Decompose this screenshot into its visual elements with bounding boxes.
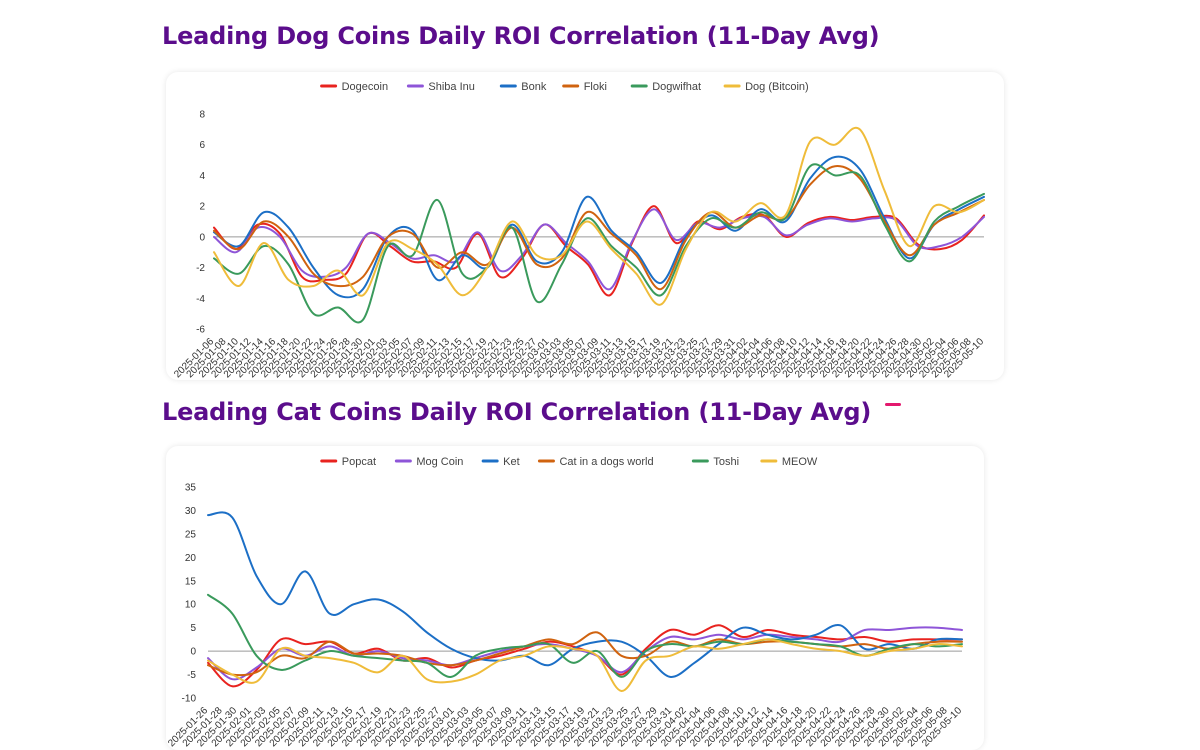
y-tick-label: 8 [199, 110, 205, 121]
legend-item[interactable]: MEOW [760, 456, 818, 468]
decorative-marker [885, 403, 901, 406]
y-tick-label: 0 [199, 232, 205, 243]
legend-item[interactable]: Popcat [320, 456, 376, 468]
y-tick-label: 5 [190, 623, 196, 634]
y-tick-label: 4 [199, 171, 205, 182]
legend-label: Bonk [521, 81, 547, 93]
cat-roi-chart: Popcat Mog Coin Ket Cat in a dogs world Tosh… [166, 456, 964, 749]
legend-label: Toshi [713, 456, 739, 468]
legend-item[interactable]: Bonk [499, 81, 547, 93]
legend-item[interactable]: Mog Coin [394, 456, 463, 468]
series-line [213, 208, 985, 291]
y-tick-label: 0 [190, 647, 196, 658]
y-tick-label: -2 [196, 263, 205, 274]
y-tick-label: 25 [185, 529, 197, 540]
legend-item[interactable]: Ket [481, 456, 520, 468]
legend-label: Shiba Inu [428, 81, 474, 93]
legend-item[interactable]: Toshi [691, 456, 739, 468]
legend-label: Floki [584, 81, 607, 93]
legend-item[interactable]: Dogecoin [320, 81, 388, 93]
series-line [207, 511, 963, 678]
series-line [207, 626, 963, 681]
dog-chart-card: Dogecoin Shiba Inu Bonk Floki Dogwifhat Dog (… [166, 72, 1004, 380]
y-tick-label: -10 [182, 694, 197, 705]
dog-roi-chart: Dogecoin Shiba Inu Bonk Floki Dogwifhat Dog (… [172, 81, 986, 380]
legend-label: Mog Coin [416, 456, 463, 468]
y-tick-label: 15 [185, 576, 197, 587]
series-line [213, 155, 985, 299]
y-tick-label: 6 [199, 140, 205, 151]
y-tick-label: 2 [199, 202, 205, 213]
y-tick-label: 10 [185, 600, 197, 611]
cat-chart-title: Leading Cat Coins Daily ROI Correlation … [162, 398, 872, 426]
y-tick-label: -5 [187, 670, 196, 681]
legend-label: Dogwifhat [652, 81, 701, 93]
y-tick-label: -4 [196, 294, 205, 305]
legend-label: Ket [503, 456, 520, 468]
legend-item[interactable]: Shiba Inu [406, 81, 475, 93]
legend-item[interactable]: Dog (Bitcoin) [723, 81, 809, 93]
legend-label: Cat in a dogs world [559, 456, 653, 468]
legend-label: Popcat [342, 456, 376, 468]
series-line [213, 126, 985, 306]
y-tick-label: 35 [185, 483, 197, 494]
series-line [213, 163, 985, 324]
legend-item[interactable]: Cat in a dogs world [537, 456, 654, 468]
legend-label: MEOW [782, 456, 818, 468]
y-tick-label: -6 [196, 325, 205, 336]
series-line [207, 593, 963, 678]
y-tick-label: 30 [185, 506, 197, 517]
chart-legend: Popcat Mog Coin Ket Cat in a dogs world Tosh… [320, 456, 818, 468]
cat-chart-card: Popcat Mog Coin Ket Cat in a dogs world Tosh… [166, 446, 984, 750]
legend-item[interactable]: Floki [562, 81, 607, 93]
y-tick-label: 20 [185, 553, 197, 564]
legend-label: Dogecoin [342, 81, 388, 93]
chart-legend: Dogecoin Shiba Inu Bonk Floki Dogwifhat Dog (… [320, 81, 809, 93]
legend-label: Dog (Bitcoin) [745, 81, 809, 93]
legend-item[interactable]: Dogwifhat [630, 81, 701, 93]
series-line [207, 638, 963, 692]
series-line [213, 165, 985, 291]
dog-chart-title: Leading Dog Coins Daily ROI Correlation … [162, 22, 880, 50]
